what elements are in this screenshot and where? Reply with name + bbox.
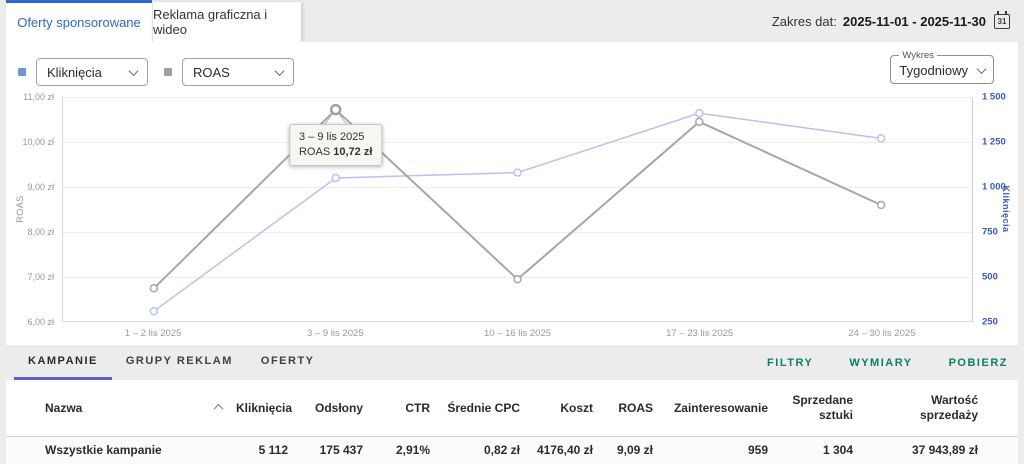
cell-klikniecia: 5 112 [236,435,296,464]
chevron-down-icon [976,64,987,75]
chart-area: ROAS Kliknięcia 11,00 zł 10,00 zł 9,00 zł 8… [6,92,1018,350]
right-axis-tick-label: 250 [982,316,998,328]
right-axis-tick-label: 1 250 [982,136,1006,148]
col-header-nazwa-label: Nazwa [45,400,83,415]
tooltip-metric-value: 10,72 zł [333,145,373,158]
col-header-ctr[interactable]: CTR [405,400,430,415]
left-axis-ticks: 11,00 zł 10,00 zł 9,00 zł 8,00 zł 7,00 zł 6,0… [6,92,62,327]
pobierz-button[interactable]: POBIERZ [948,356,1008,369]
left-axis-tick-label: 9,00 zł [27,182,54,192]
table-actions: FILTRY WYMIARY POBIERZ [767,345,1024,380]
sort-ascending-icon[interactable] [213,404,224,415]
col-header-koszt[interactable]: Koszt [560,400,593,415]
col-header-nazwa[interactable]: Nazwa [6,380,236,436]
right-axis-tick-label: 500 [982,271,998,283]
x-axis-labels: 1 – 2 lis 2025 3 – 9 lis 2025 10 – 16 lis … [62,328,973,346]
tab-kampanie[interactable]: KAMPANIE [14,345,112,380]
chart-tooltip: 3 – 9 lis 2025 ROAS 10,72 zł [288,123,383,167]
chart-card: Kliknięcia ROAS Wykres Tygodniowy ROAS K… [6,42,1018,345]
col-header-wartosc-sprzedazy[interactable]: Wartość sprzedaży [919,392,978,422]
tab-grupy-reklam-label: GRUPY REKLAM [125,355,233,367]
left-axis-tick-label: 8,00 zł [27,227,54,237]
tab-oferty-sponsorowane-label: Oferty sponsorowane [17,15,141,30]
right-axis-tick-label: 750 [982,226,998,238]
cell-zainteresowanie: 959 [661,435,776,464]
cell-ctr: 2,91% [371,435,438,464]
cell-roas: 9,09 zł [601,435,661,464]
cell-wartosc-sprzedazy: 37 943,89 zł [861,435,1018,464]
tooltip-value-row: ROAS 10,72 zł [299,145,372,160]
campaigns-table: Nazwa Kliknięcia Odsłony CTR Średnie CPC… [6,380,1018,464]
date-range-label: Zakres dat: [771,13,837,29]
col-header-roas[interactable]: ROAS [618,400,653,415]
tooltip-title: 3 – 9 lis 2025 [298,130,365,143]
tab-reklama-graficzna-label: Reklama graficzna i wideo [153,7,268,37]
table-header-row: Nazwa Kliknięcia Odsłony CTR Średnie CPC… [6,380,1018,436]
x-axis-label: 17 – 23 lis 2025 [666,328,734,339]
cell-odslony: 175 437 [296,435,371,464]
col-header-odslony[interactable]: Odsłony [314,400,363,415]
x-axis-label: 1 – 2 lis 2025 [124,328,182,339]
table-toolbar-band: KAMPANIE GRUPY REKLAM OFERTY FILTRY WYMI… [0,345,1024,380]
cell-sprzedane-sztuki: 1 304 [776,435,861,464]
right-axis-tick-label: 1 000 [982,181,1006,193]
cell-nazwa: Wszystkie kampanie [6,435,236,464]
chart-interval-value: Tygodniowy [899,63,968,78]
x-axis-label: 24 – 30 lis 2025 [848,328,916,339]
chevron-down-icon [274,65,285,76]
left-axis-tick-label: 10,00 zł [22,137,54,147]
tooltip-metric-label: ROAS [298,145,331,158]
table-row[interactable]: Wszystkie kampanie 5 112 175 437 2,91% 0… [6,435,1018,464]
table-tabs: KAMPANIE GRUPY REKLAM OFERTY [0,345,329,380]
chart-interval-select[interactable]: Wykres Tygodniowy [890,50,994,84]
col-header-srednie-cpc[interactable]: Średnie CPC [447,400,520,415]
col-header-sprzedane-sztuki[interactable]: Sprzedane sztuki [792,392,853,422]
left-axis-tick-label: 11,00 zł [23,92,54,102]
chart-interval-label: Wykres [902,50,934,61]
right-axis-ticks: 1 500 1 250 1 000 750 500 250 [973,92,1018,328]
metric-secondary-color-chip [164,68,172,76]
tab-kampanie-label: KAMPANIE [28,355,98,367]
tab-oferty[interactable]: OFERTY [247,345,329,380]
top-header-band: Oferty sponsorowane Reklama graficzna i … [0,0,1024,42]
calendar-icon[interactable]: 31 [994,10,1010,29]
metric-primary-select[interactable]: Kliknięcia [36,58,148,86]
cell-srednie-cpc: 0,82 zł [438,435,528,464]
x-axis-label: 10 – 16 lis 2025 [483,328,552,339]
metric-secondary-value: ROAS [193,64,230,80]
chart-plot[interactable]: 3 – 9 lis 2025 ROAS 10,72 zł [62,97,973,322]
col-header-zainteresowanie[interactable]: Zainteresowanie [673,400,768,415]
left-axis-tick-label: 7,00 zł [27,272,54,282]
col-header-klikniecia[interactable]: Kliknięcia [236,400,293,415]
date-range-picker[interactable]: Zakres dat: 2025-11-01 - 2025-11-30 31 [772,0,1010,42]
chart-controls: Kliknięcia ROAS Wykres Tygodniowy [18,50,1006,88]
metric-secondary-select[interactable]: ROAS [182,58,294,86]
tab-oferty-sponsorowane[interactable]: Oferty sponsorowane [6,0,152,42]
date-range-value: 2025-11-01 - 2025-11-30 [842,13,986,29]
filtry-button[interactable]: FILTRY [767,356,814,369]
tab-grupy-reklam[interactable]: GRUPY REKLAM [112,345,247,380]
metric-primary-color-chip [18,68,26,76]
left-axis-tick-label: 6,00 zł [27,317,54,327]
line-chart [63,97,972,322]
chevron-down-icon [128,65,139,76]
metric-primary-value: Kliknięcia [47,64,102,80]
cell-koszt: 4176,40 zł [528,435,601,464]
wymiary-button[interactable]: WYMIARY [849,356,913,369]
x-axis-label: 3 – 9 lis 2025 [307,328,364,339]
tab-oferty-label: OFERTY [260,355,315,367]
tab-reklama-graficzna[interactable]: Reklama graficzna i wideo [153,2,301,42]
right-axis-tick-label: 1 500 [982,91,1006,103]
